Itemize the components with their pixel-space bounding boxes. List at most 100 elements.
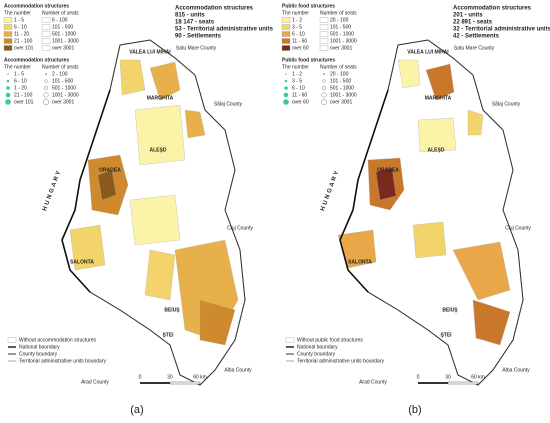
legend-label: 20 - 100 [330,71,349,77]
scale-bar [169,381,201,385]
place-label: Arad County [359,379,387,385]
caption: (a) [130,404,143,416]
legend-label: National boundary [297,344,338,350]
place-label: Alba County [502,367,530,373]
scale-label: 60 km [193,374,207,380]
legend-dot [5,92,11,98]
legend-label: over 3001 [330,45,352,51]
legend-label: over 3001 [330,99,352,105]
legend-circle [322,79,326,83]
legend-label: 11 - 60 [292,38,307,44]
legend-header: Number of seats [320,64,357,70]
legend-label: 11 - 20 [14,31,29,37]
area-fill [199,299,236,346]
scale-label: 0 [139,374,142,380]
place-label: Sălaj County [214,101,243,107]
legend-dot [7,73,9,75]
scale-bar [447,381,479,385]
legend-label: 101 - 500 [330,24,351,30]
legend-label: County boundary [297,351,336,357]
place-label: Satu Mare County [454,45,495,51]
legend-label: 501 - 1000 [52,85,76,91]
legend-label: 3 - 5 [292,24,302,30]
legend-label: 21 - 100 [14,92,33,98]
legend-header: The number [282,10,309,16]
place-label: BEIUŞ [442,307,458,313]
legend-swatch [41,38,51,44]
legend-swatch [281,24,291,30]
scale-label: 60 km [471,374,485,380]
legend-label: Without accommodation structures [19,337,96,343]
legend-title: Accommodation structures [4,57,69,63]
area-fill [134,104,186,166]
legend-label: 1001 - 3000 [330,92,357,98]
legend-label: 6 - 100 [52,17,68,23]
stats-line: 32 - Territorial administrative units [453,27,550,33]
legend-swatch [281,45,291,51]
legend-swatch [3,38,13,44]
legend-label: 1 - 5 [14,71,24,77]
legend-swatch [3,45,13,51]
place-label: SALONTA [348,259,372,265]
legend-dot [284,86,288,90]
stats-line: 42 - Settlements [453,34,500,40]
legend-label: 3 - 5 [292,78,302,84]
legend-title: Public food structures [282,57,335,63]
legend-label: 21 - 100 [14,38,33,44]
place-label: ŞTEI [162,332,174,338]
place-label: Cluj County [227,225,253,231]
legend-label: County boundary [19,351,58,357]
legend-circle [321,98,328,105]
legend-circle [44,79,48,83]
scale-label: 30 [167,374,173,380]
area-fill [119,59,146,96]
legend-label: over 101 [14,45,34,51]
legend-dot [285,73,287,75]
stats-line: 22 891 - seats [453,20,493,26]
legend-swatch [319,24,329,30]
legend-label: over 60 [292,99,309,105]
legend-circle [322,85,327,90]
area-fill [144,249,176,301]
legend-header: Number of seats [42,10,79,16]
place-label: SALONTA [70,259,94,265]
legend-circle [323,72,326,75]
legend-label: 6 - 10 [292,85,305,91]
legend-label: 11 - 60 [292,92,307,98]
place-label: ORADEA [377,167,399,173]
legend-header: The number [4,64,31,70]
stats-line: 815 - units [175,13,205,19]
legend-label: Without public food structures [297,337,363,343]
area-fill [452,241,511,301]
place-label: Satu Mare County [176,45,217,51]
legend-swatch [319,45,329,51]
place-label: HUNGARY [42,168,63,212]
legend-label: 1001 - 3000 [52,92,79,98]
place-label: HUNGARY [320,168,341,212]
scale-bar [140,382,170,384]
national-boundary [339,89,389,293]
area-fill [149,61,181,101]
legend-swatch [7,337,17,343]
area-fill [417,117,457,153]
legend-label: 6 - 10 [292,31,305,37]
legend-label: National boundary [19,344,60,350]
stats-line: 201 - units [453,13,483,19]
legend-swatch [41,17,51,23]
legend-label: 1001 - 3000 [52,38,79,44]
scale-label: 0 [417,374,420,380]
legend-dot [283,99,289,105]
area-fill [69,224,106,271]
legend-label: 501 - 1000 [52,31,76,37]
legend-dot [5,99,11,105]
legend-swatch [281,31,291,37]
place-label: BEIUŞ [164,307,180,313]
legend-swatch [3,17,13,23]
legend-label: 1001 - 3000 [330,38,357,44]
legend-label: Territorial administrative units boundar… [297,358,384,364]
legend-label: 6 - 10 [14,78,27,84]
stats-line: 18 147 - seats [175,20,215,26]
legend-label: 101 - 500 [52,24,73,30]
area-fill [97,169,117,201]
legend-label: over 3001 [52,99,74,105]
